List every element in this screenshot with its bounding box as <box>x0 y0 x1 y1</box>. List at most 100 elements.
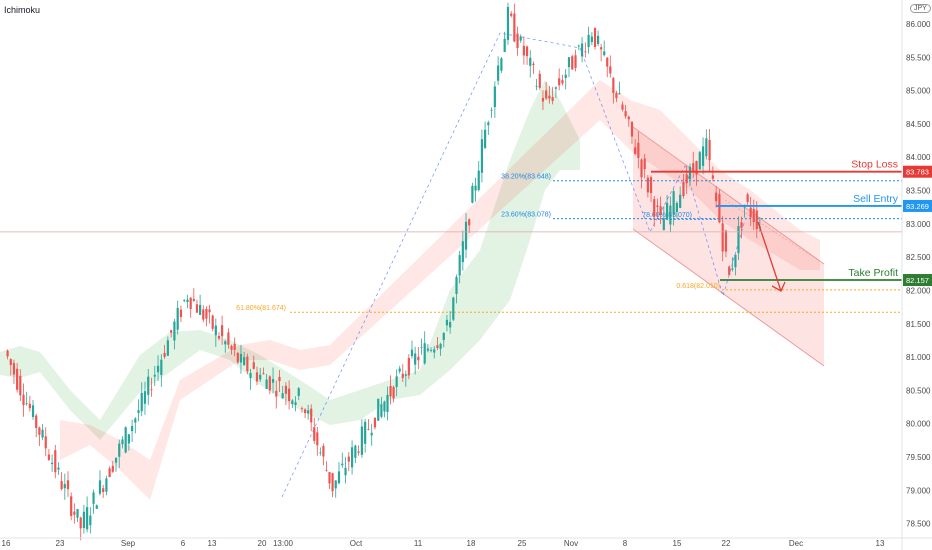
candle <box>360 419 363 458</box>
candle-body <box>60 481 63 490</box>
candle-body <box>587 34 590 48</box>
candle <box>291 399 294 408</box>
candle-body <box>6 350 9 357</box>
candle <box>98 470 102 496</box>
candle-body <box>731 268 734 270</box>
candle <box>383 400 386 418</box>
symbol-badge[interactable]: JPY <box>910 4 931 13</box>
candle <box>325 461 328 472</box>
candle <box>603 40 606 57</box>
candle <box>271 367 275 394</box>
candle-body <box>401 373 404 378</box>
candle <box>9 358 12 376</box>
candle-body <box>551 97 554 101</box>
candle-body <box>328 472 331 484</box>
candle-body <box>214 325 217 336</box>
candle-body <box>310 408 313 423</box>
candle-body <box>414 353 417 365</box>
y-tick-label: 82.000 <box>906 286 931 295</box>
candle-body <box>577 45 580 47</box>
candle-body <box>643 158 646 170</box>
candle-body <box>221 325 224 337</box>
y-tick-label: 85.000 <box>906 87 931 96</box>
candle-body <box>659 206 662 215</box>
candle <box>57 462 60 475</box>
candle-body <box>284 385 288 394</box>
candle <box>268 375 271 395</box>
candle-body <box>268 376 271 391</box>
candle-body <box>118 443 121 457</box>
candle <box>630 121 634 144</box>
candle <box>252 355 255 370</box>
candle-body <box>442 332 445 341</box>
candle <box>153 365 156 387</box>
descending-channel <box>632 126 825 367</box>
candle-body <box>166 340 169 356</box>
candle-body <box>728 266 731 275</box>
candle <box>92 489 95 514</box>
candle-body <box>567 57 571 68</box>
candle-body <box>47 454 51 460</box>
y-tick-label: 83.000 <box>906 220 931 229</box>
candle <box>173 318 176 350</box>
candle <box>86 496 89 533</box>
candle <box>487 120 490 135</box>
candle <box>233 337 236 357</box>
candle <box>377 398 380 421</box>
candle-body <box>532 63 535 66</box>
candle-body <box>724 230 728 252</box>
candle-body <box>688 166 692 180</box>
candle <box>401 364 404 382</box>
x-tick-label: 15 <box>673 539 682 548</box>
candle-body <box>380 404 383 417</box>
candle-body <box>38 427 41 435</box>
candle-body <box>564 74 567 79</box>
candle-body <box>319 452 322 454</box>
candle-body <box>176 307 179 330</box>
stop-loss-label: Stop Loss <box>851 159 898 171</box>
x-tick-label: 23 <box>56 539 65 548</box>
candle-body <box>445 319 449 326</box>
candle-body <box>715 192 718 202</box>
candle <box>275 380 278 409</box>
candle <box>16 362 19 393</box>
candle <box>284 382 288 406</box>
candle <box>249 368 252 390</box>
candle <box>618 81 621 95</box>
candle <box>163 344 166 359</box>
candle <box>179 305 183 323</box>
candle-body <box>25 403 28 405</box>
candle-body <box>746 194 749 202</box>
candle <box>50 454 54 472</box>
candle-body <box>590 36 593 43</box>
candle-body <box>344 467 347 476</box>
candle <box>455 274 458 304</box>
candle-body <box>721 223 724 252</box>
candle-body <box>66 480 70 490</box>
candle <box>143 381 147 415</box>
candle <box>561 74 564 86</box>
candle-body <box>186 299 189 303</box>
candle <box>31 399 35 420</box>
indicator-label: Ichimoku <box>4 5 41 15</box>
candle-body <box>383 401 386 412</box>
candle <box>688 163 692 187</box>
candle <box>731 257 734 272</box>
candle <box>715 186 718 208</box>
candle-body <box>525 46 529 57</box>
candle-body <box>603 51 606 56</box>
candle-body <box>140 392 143 412</box>
x-tick-label: 20 <box>258 539 267 548</box>
x-tick-label: 13 <box>876 539 885 548</box>
candle-body <box>252 362 255 369</box>
candle <box>395 369 398 397</box>
candle-body <box>513 13 516 42</box>
y-tick-label: 78.500 <box>906 520 931 529</box>
candle-body <box>236 352 239 363</box>
candle <box>147 369 150 405</box>
candle <box>746 192 749 205</box>
candle <box>347 451 350 472</box>
x-tick-label: 22 <box>722 539 731 548</box>
candle-body <box>76 509 79 518</box>
